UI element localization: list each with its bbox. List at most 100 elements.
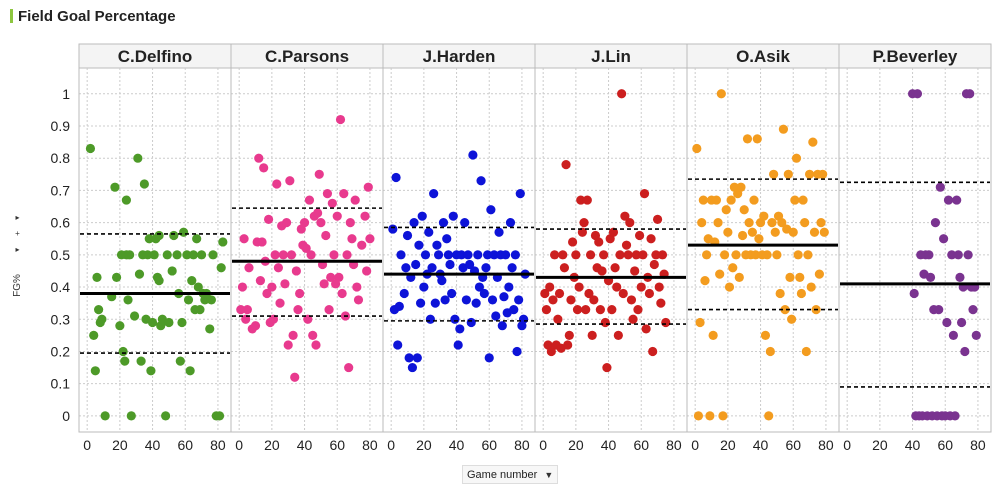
data-point	[293, 304, 303, 315]
data-point	[620, 211, 630, 221]
y-tick-label: 0.2	[51, 343, 71, 359]
data-point	[628, 314, 638, 324]
data-point	[237, 282, 248, 292]
data-point	[208, 250, 218, 260]
data-point	[414, 240, 424, 250]
data-point	[617, 89, 627, 99]
data-point	[311, 340, 321, 350]
data-point	[216, 263, 226, 273]
data-point	[726, 195, 736, 205]
data-point	[571, 250, 581, 260]
data-point	[430, 298, 440, 308]
data-point	[719, 250, 730, 260]
data-point	[760, 330, 771, 340]
data-point	[597, 266, 607, 276]
expand-right-icon[interactable]: ▸	[15, 213, 20, 222]
y-tick-label: 0.8	[51, 150, 71, 166]
data-point	[415, 298, 426, 308]
data-point	[425, 314, 435, 324]
data-point	[440, 295, 450, 305]
data-point	[206, 295, 216, 305]
data-point	[775, 288, 785, 299]
data-point	[429, 189, 439, 199]
data-point	[332, 211, 342, 221]
x-tick-label: 40	[145, 437, 161, 453]
data-point	[214, 411, 225, 421]
expand-right-icon[interactable]: ▸	[15, 245, 20, 254]
y-tick-label: 0.3	[51, 311, 71, 327]
data-point	[912, 89, 923, 99]
data-point	[765, 346, 775, 357]
data-point	[602, 362, 612, 373]
data-point	[724, 282, 735, 292]
data-point	[126, 411, 136, 421]
data-point	[803, 250, 813, 260]
data-point	[118, 346, 128, 357]
data-point	[554, 288, 565, 299]
data-point	[572, 304, 583, 315]
data-point	[698, 195, 708, 205]
data-point	[326, 272, 336, 282]
data-point	[577, 227, 587, 237]
data-point	[402, 230, 413, 241]
plus-icon[interactable]: +	[15, 229, 20, 238]
data-point	[736, 182, 746, 192]
data-point	[471, 298, 481, 308]
y-tick-label: 0.4	[51, 279, 71, 295]
x-tick-label: 80	[818, 437, 834, 453]
data-point	[136, 356, 146, 366]
chevron-down-icon[interactable]: ▼	[544, 469, 554, 480]
x-tick-label: 40	[601, 437, 617, 453]
data-point	[448, 211, 458, 221]
data-point	[143, 250, 153, 260]
data-point	[94, 304, 104, 315]
data-point	[545, 282, 555, 292]
data-point	[646, 234, 656, 244]
data-point	[971, 330, 981, 340]
data-point	[770, 227, 780, 237]
x-tick-label: 20	[568, 437, 584, 453]
data-point	[353, 295, 364, 305]
data-point	[808, 137, 818, 147]
x-tick-label: 20	[872, 437, 888, 453]
data-point	[461, 295, 471, 305]
data-point	[438, 218, 449, 228]
data-point	[218, 237, 228, 247]
data-point	[925, 272, 936, 282]
data-point	[947, 250, 957, 260]
x-tick-label: 80	[666, 437, 682, 453]
data-point	[420, 250, 431, 260]
panel-header	[534, 43, 688, 69]
data-point	[510, 250, 520, 260]
data-point	[407, 362, 418, 373]
data-point	[514, 295, 524, 305]
data-point	[468, 150, 478, 160]
panel-title: P.Beverley	[873, 47, 958, 66]
data-point	[167, 266, 177, 276]
data-point	[752, 134, 762, 144]
data-point	[388, 224, 398, 234]
data-point	[515, 189, 525, 199]
data-point	[286, 250, 297, 260]
data-point	[391, 172, 401, 183]
data-point	[285, 176, 295, 186]
data-point	[780, 304, 790, 315]
data-point	[507, 263, 517, 273]
data-point	[518, 314, 529, 324]
data-point	[715, 269, 725, 279]
x-tick-label: 0	[843, 437, 851, 453]
data-point	[275, 298, 285, 308]
data-point	[345, 218, 355, 228]
data-point	[85, 143, 96, 154]
data-point	[254, 153, 264, 163]
data-point	[728, 263, 738, 273]
data-point	[930, 218, 941, 228]
data-point	[123, 295, 133, 305]
data-point	[396, 250, 406, 260]
x-tick-label: 20	[720, 437, 736, 453]
data-point	[365, 234, 375, 244]
x-tick-label: 60	[937, 437, 953, 453]
x-axis-selector[interactable]: Game number ▼	[462, 465, 559, 484]
data-point	[626, 295, 637, 305]
data-point	[615, 250, 625, 260]
